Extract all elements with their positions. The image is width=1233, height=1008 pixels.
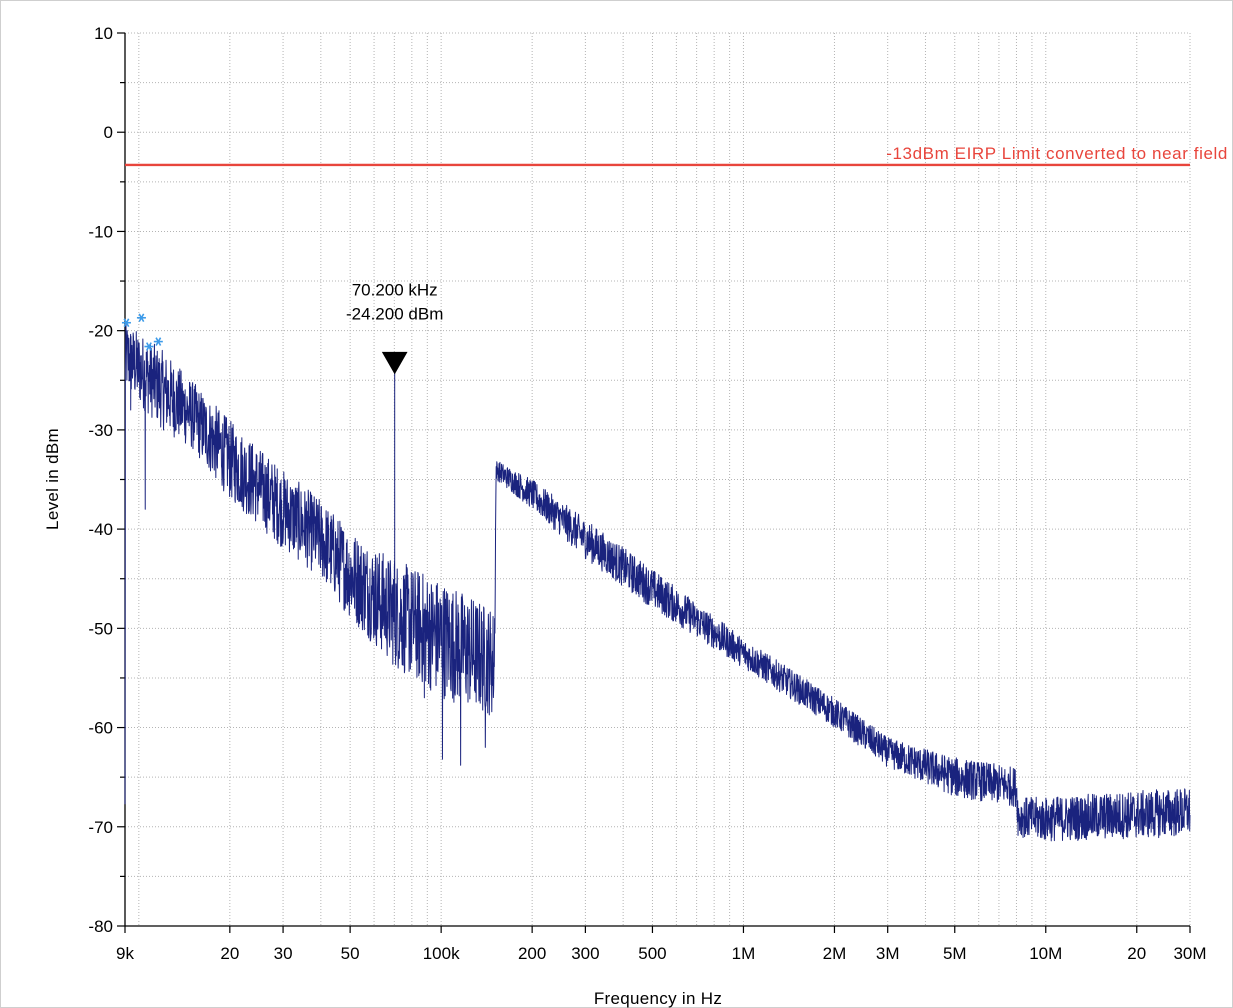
- x-tick-label: 2M: [823, 944, 847, 963]
- x-tick-label: 300: [571, 944, 599, 963]
- spectrum-series: [124, 321, 1191, 842]
- x-tick-label: 100k: [423, 944, 460, 963]
- marker-level-label: -24.200 dBm: [346, 304, 443, 323]
- x-tick-label: 10M: [1029, 944, 1062, 963]
- spectrum-trace: [124, 321, 1191, 842]
- y-tick-label: 10: [94, 24, 113, 43]
- x-tick-label: 20: [220, 944, 239, 963]
- x-tick-label: 5M: [943, 944, 967, 963]
- x-axis-title: Frequency in Hz: [594, 989, 722, 1008]
- y-tick-label: -70: [88, 818, 113, 837]
- x-tick-label: 20: [1127, 944, 1146, 963]
- y-tick-label: -30: [88, 421, 113, 440]
- peak-markers: [121, 313, 163, 351]
- limit-line-group: -13dBm EIRP Limit converted to near fiel…: [125, 144, 1228, 167]
- y-tick-label: -50: [88, 619, 113, 638]
- x-tick-label: 9k: [116, 944, 134, 963]
- x-tick-label: 30: [274, 944, 293, 963]
- x-tick-label: 30M: [1173, 944, 1206, 963]
- x-tick-label: 3M: [876, 944, 900, 963]
- y-tick-label: -10: [88, 222, 113, 241]
- y-tick-label: -20: [88, 322, 113, 341]
- x-tick-label: 50: [341, 944, 360, 963]
- peak-asterisk-icon: [144, 342, 154, 351]
- x-tick-label: 1M: [732, 944, 756, 963]
- peak-asterisk-icon: [153, 337, 163, 346]
- y-tick-label: -80: [88, 917, 113, 936]
- marker-group: 70.200 kHz -24.200 dBm: [346, 280, 443, 375]
- x-tick-label: 500: [638, 944, 666, 963]
- x-tick-label: 200: [518, 944, 546, 963]
- x-axis: 9k 20 30 50 100k 200 300 500 1M 2M 3M 5M 10M 20 30M: [116, 925, 1207, 963]
- limit-line-label: -13dBm EIRP Limit converted to near fiel…: [886, 144, 1228, 163]
- y-tick-label: 0: [104, 123, 113, 142]
- y-tick-label: -60: [88, 719, 113, 738]
- marker-frequency-label: 70.200 kHz: [352, 280, 438, 299]
- peak-asterisk-icon: [121, 318, 131, 328]
- y-tick-label: -40: [88, 520, 113, 539]
- peak-asterisk-icon: [136, 313, 146, 323]
- marker-triangle-icon: [381, 351, 408, 375]
- y-axis-title: Level in dBm: [43, 428, 62, 530]
